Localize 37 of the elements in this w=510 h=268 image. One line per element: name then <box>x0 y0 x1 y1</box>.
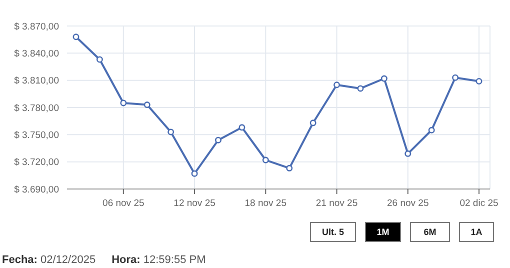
y-tick-label: $ 3.810,00 <box>14 76 59 87</box>
point <box>452 74 459 81</box>
point <box>286 164 293 172</box>
point <box>96 56 103 63</box>
y-tick-label: $ 3.780,00 <box>14 102 59 114</box>
point <box>72 34 80 40</box>
point <box>120 100 127 106</box>
point <box>238 124 246 131</box>
text: 1M <box>365 222 401 242</box>
point <box>334 82 340 88</box>
text: 6M <box>410 222 450 242</box>
point <box>476 78 482 84</box>
x-tick-label: 02 dic 25 <box>460 198 498 209</box>
point <box>380 75 388 82</box>
x-tick-label: 21 nov 25 <box>316 198 358 209</box>
text: Hora: 12:59:55 PM <box>112 254 206 266</box>
y-tick-label: $ 3.690,00 <box>14 184 59 196</box>
point <box>428 126 435 134</box>
y-tick-label: $ 3.870,00 <box>14 21 59 32</box>
point <box>262 156 269 164</box>
x-tick-label: 26 nov 25 <box>387 198 429 209</box>
point <box>191 170 198 177</box>
text: 1A <box>459 222 494 242</box>
text: Ult. 5 <box>310 222 356 242</box>
x-tick-label: 18 nov 25 <box>244 198 287 209</box>
x-tick-label: 12 nov 25 <box>174 198 216 209</box>
y-tick-label: $ 3.750,00 <box>14 130 59 142</box>
text: Fecha: 02/12/2025 <box>2 254 96 266</box>
point <box>144 102 150 108</box>
point <box>310 120 316 126</box>
x-tick-label: 06 nov 25 <box>102 198 144 209</box>
point <box>404 150 412 157</box>
y-tick-label: $ 3.720,00 <box>14 157 59 168</box>
point <box>357 85 364 92</box>
point <box>214 136 222 144</box>
y-tick-label: $ 3.840,00 <box>14 48 59 60</box>
point <box>168 128 174 136</box>
